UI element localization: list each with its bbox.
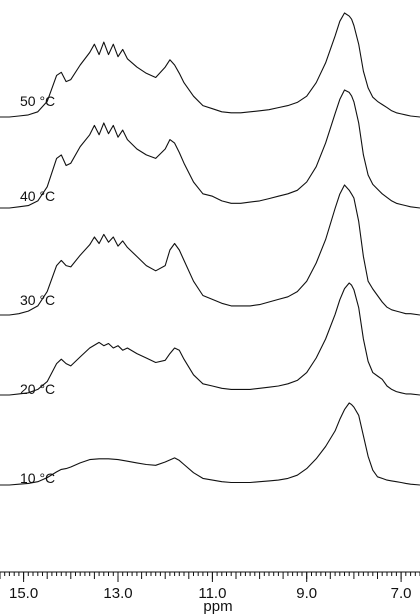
temperature-label-2: 20 °C [20, 381, 55, 397]
x-axis-minor-ticks [0, 572, 420, 579]
x-axis: 15.0 13.0 11.0 9.0 7.0 ppm [0, 571, 420, 615]
spectrum-trace-5 [0, 12, 420, 118]
x-axis-major-ticks [23, 572, 402, 582]
x-axis-title: ppm [203, 598, 232, 615]
x-tick-label: 7.0 [391, 585, 412, 602]
spectrum-trace-1 [0, 402, 420, 486]
temperature-label-5: 50 °C [20, 93, 55, 109]
temperature-label-3: 30 °C [20, 292, 55, 308]
spectra-traces [0, 12, 420, 486]
temperature-labels: 10 °C 20 °C 30 °C 40 °C 50 °C [20, 93, 55, 486]
x-tick-label: 9.0 [296, 585, 317, 602]
temperature-label-4: 40 °C [20, 188, 55, 204]
x-tick-label: 13.0 [103, 585, 132, 602]
spectrum-trace-3 [0, 184, 420, 316]
x-tick-label: 15.0 [9, 585, 38, 602]
spectrum-trace-4 [0, 89, 420, 209]
x-tick-label: 11.0 [198, 585, 226, 602]
spectrum-trace-2 [0, 282, 420, 396]
temperature-label-1: 10 °C [20, 470, 55, 486]
x-axis-tick-labels: 15.0 13.0 11.0 9.0 7.0 [9, 585, 412, 602]
